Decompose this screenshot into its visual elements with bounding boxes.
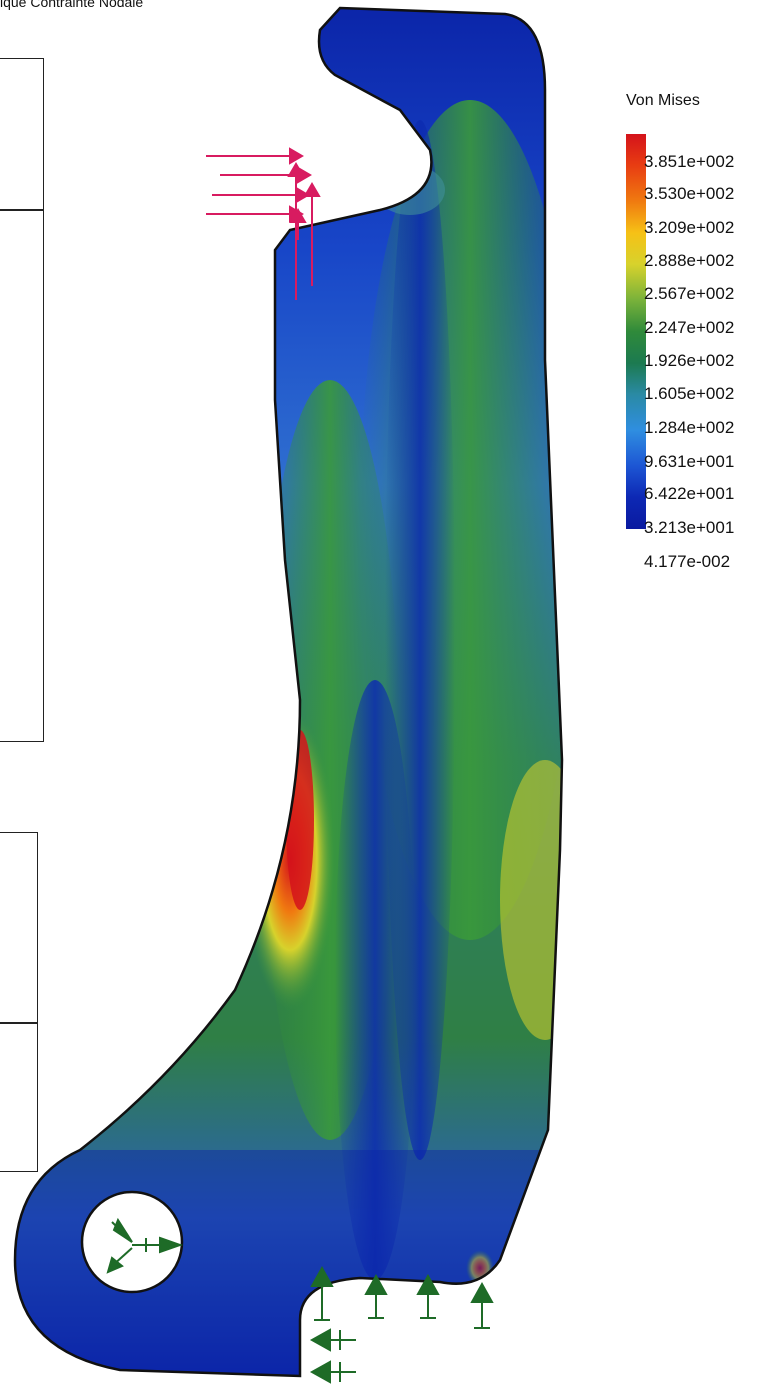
fixed-support-icon <box>106 1217 494 1384</box>
side-frame-middle <box>0 210 44 742</box>
legend-body: 3.851e+002 3.530e+002 3.209e+002 2.888e+… <box>620 116 770 571</box>
legend-title: Von Mises <box>626 92 700 109</box>
side-frame-top <box>0 58 44 210</box>
side-frame-bottom <box>0 1022 38 1172</box>
legend-tick: 1.605e+002 <box>644 384 735 403</box>
legend-tick: 3.851e+002 <box>644 152 735 171</box>
legend-tick: 3.213e+001 <box>644 518 735 537</box>
von-mises-legend: Von Mises 3.851e+002 3.530e+002 3.209e+0… <box>620 92 770 571</box>
part-outline <box>13 6 564 1378</box>
legend-tick: 2.888e+002 <box>644 251 735 270</box>
legend-tick: 6.422e+001 <box>644 484 735 503</box>
legend-color-bar <box>626 134 646 529</box>
legend-tick: 3.209e+002 <box>644 218 735 237</box>
legend-tick: 3.530e+002 <box>644 184 735 203</box>
legend-tick: 4.177e-002 <box>644 552 731 571</box>
legend-tick: 1.926e+002 <box>644 351 735 370</box>
legend-tick: 2.567e+002 <box>644 284 735 303</box>
force-arrow-icon <box>206 147 321 300</box>
legend-tick: 9.631e+001 <box>644 452 735 471</box>
legend-tick: 2.247e+002 <box>644 318 735 337</box>
side-frame-lower <box>0 832 38 1024</box>
page-title: ique Contrainte Nodale <box>0 0 144 10</box>
legend-tick: 1.284e+002 <box>644 418 735 437</box>
